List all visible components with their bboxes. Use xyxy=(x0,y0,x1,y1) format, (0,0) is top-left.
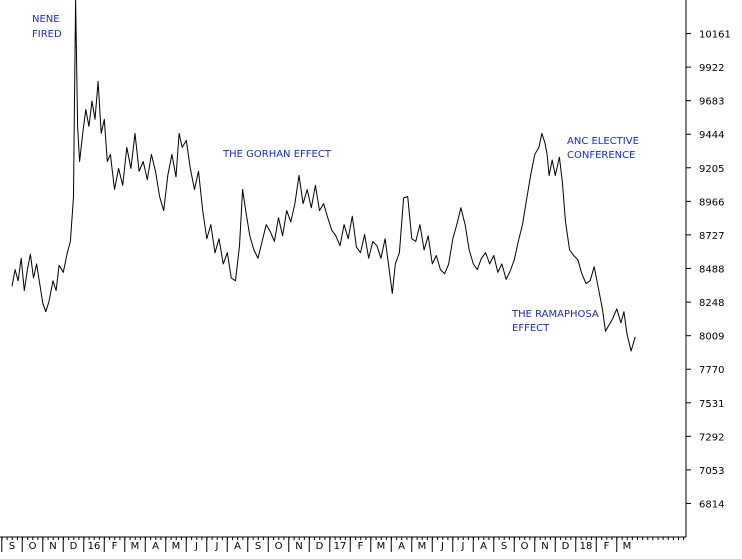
x-tick-label: J xyxy=(194,541,198,552)
x-tick-label: M xyxy=(418,541,427,552)
x-tick-label: S xyxy=(501,541,507,552)
x-tick-label: M xyxy=(623,541,632,552)
x-tick-label: J xyxy=(461,541,465,552)
x-tick-label: A xyxy=(398,541,405,552)
x-tick-label: M xyxy=(377,541,386,552)
y-tick-label: 9444 xyxy=(699,130,724,141)
y-tick-label: 9922 xyxy=(699,63,724,74)
y-tick-label: 7531 xyxy=(699,399,724,410)
y-tick-label: 8248 xyxy=(699,298,724,309)
annotation-gorhan-effect: THE GORHAN EFFECT xyxy=(222,149,332,160)
x-tick-label: D xyxy=(70,541,78,552)
x-tick-label: N xyxy=(295,541,302,552)
x-axis: S O N D 16 F M A M J J A S O N D 17 F M A M J J A S O N D 18 F M xyxy=(0,536,686,552)
x-tick-label: 16 xyxy=(88,541,101,552)
x-tick-label: D xyxy=(316,541,324,552)
x-tick-label: F xyxy=(604,541,610,552)
annotation-nene-fired: NENE FIRED xyxy=(32,14,63,40)
x-tick-label: N xyxy=(541,541,548,552)
x-tick-label: O xyxy=(29,541,37,552)
x-tick-label: N xyxy=(49,541,56,552)
x-tick-label: F xyxy=(358,541,364,552)
x-tick-label: A xyxy=(480,541,487,552)
x-tick-label: O xyxy=(521,541,529,552)
annotation-anc-conference: ANC ELECTIVE CONFERENCE xyxy=(567,136,642,161)
x-tick-label: F xyxy=(112,541,118,552)
y-axis: 6814 7053 7292 7531 7770 8009 8248 8488 8727 8966… xyxy=(685,0,731,537)
series-line xyxy=(11,0,636,352)
x-tick-label: M xyxy=(172,541,181,552)
y-tick-label: 6814 xyxy=(699,499,724,510)
y-tick-label: 7053 xyxy=(699,466,724,477)
x-tick-label: S xyxy=(9,541,15,552)
x-tick-label: M xyxy=(131,541,140,552)
y-tick-label: 8009 xyxy=(699,332,724,343)
x-tick-label: D xyxy=(562,541,570,552)
x-tick-label: A xyxy=(152,541,159,552)
y-tick-label: 7292 xyxy=(699,432,724,443)
y-tick-label: 8727 xyxy=(699,231,724,242)
x-tick-label: A xyxy=(234,541,241,552)
annotation-ramaphosa-effect: THE RAMAPHOSA EFFECT xyxy=(511,309,602,334)
y-tick-label: 7770 xyxy=(699,365,724,376)
y-tick-label: 8488 xyxy=(699,264,724,275)
y-tick-label: 9683 xyxy=(699,97,724,108)
x-tick-label: S xyxy=(255,541,261,552)
y-tick-label: 10161 xyxy=(699,30,731,41)
x-tick-label: O xyxy=(275,541,283,552)
x-tick-label: J xyxy=(215,541,219,552)
x-tick-label: J xyxy=(440,541,444,552)
y-tick-label: 8966 xyxy=(699,197,724,208)
x-tick-label: 18 xyxy=(580,541,593,552)
y-tick-label: 9205 xyxy=(699,164,724,175)
price-series xyxy=(11,0,636,352)
x-tick-label: 17 xyxy=(334,541,347,552)
